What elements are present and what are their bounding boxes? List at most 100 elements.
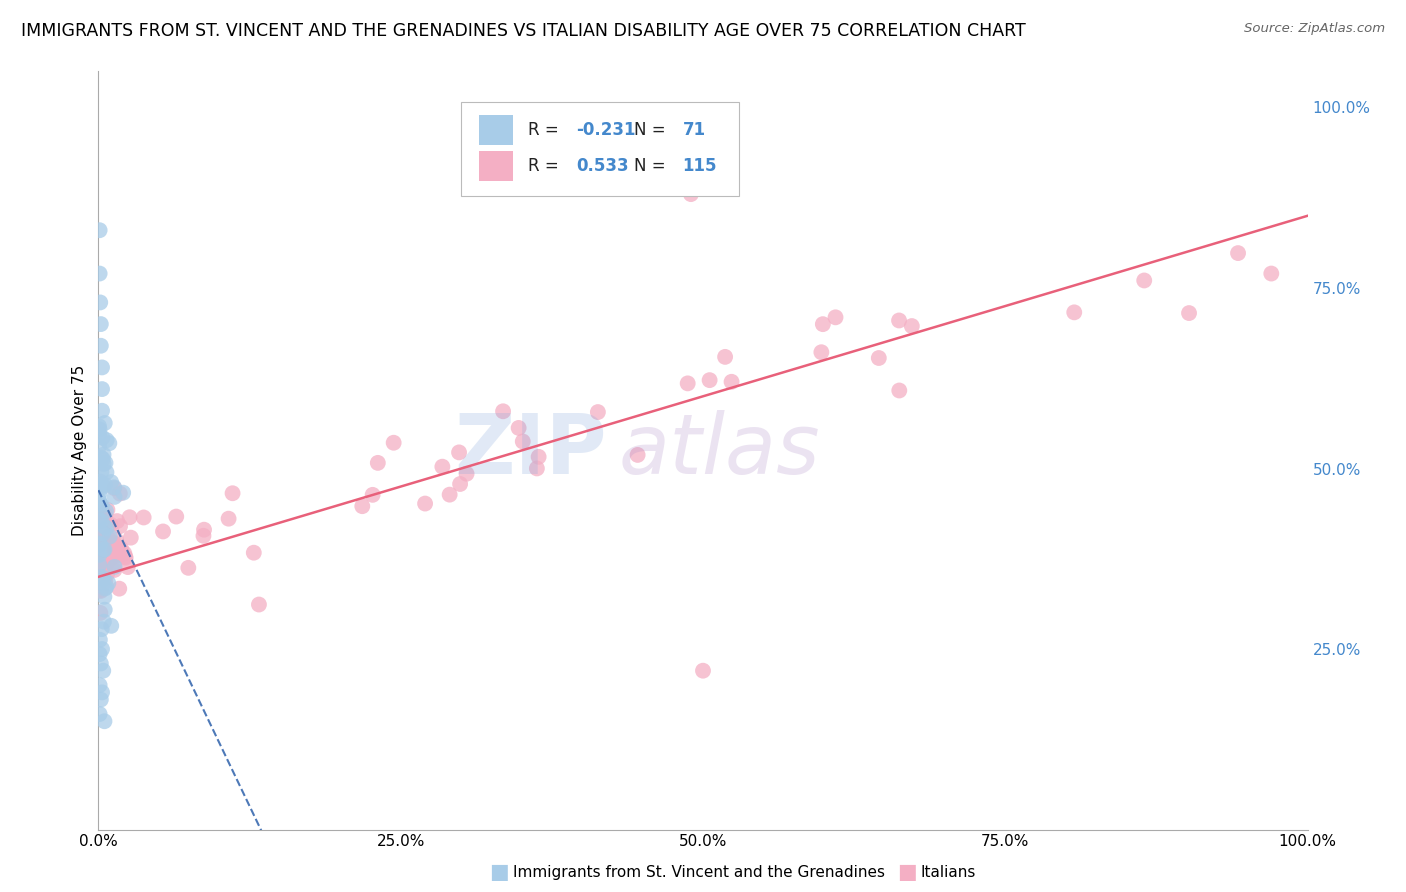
Point (93, 448, 115, 462)
Point (110, 542, 132, 557)
Point (90, 692, 112, 706)
Text: ■: ■ (489, 863, 509, 882)
Point (91, 685, 114, 699)
Point (1063, 305, 1085, 319)
Point (90, 450, 112, 465)
Point (103, 558, 125, 572)
Point (93, 603, 115, 617)
Point (177, 561, 200, 575)
Point (91, 535, 114, 549)
Point (89, 537, 111, 551)
Point (91, 431, 114, 445)
Point (714, 350, 737, 364)
Point (89, 539, 111, 553)
Point (87, 487, 110, 501)
Point (90, 570, 112, 584)
Point (627, 448, 650, 462)
Point (93, 544, 115, 558)
Point (103, 563, 125, 577)
Point (108, 486, 131, 500)
Text: R =: R = (527, 120, 564, 139)
Text: ZIP: ZIP (454, 410, 606, 491)
Point (91, 642, 114, 657)
Point (90, 558, 112, 573)
Point (114, 550, 136, 565)
Point (108, 582, 131, 596)
Point (105, 533, 128, 547)
Point (90, 514, 112, 528)
Point (96, 466, 118, 480)
Point (105, 514, 128, 528)
Point (93, 572, 115, 586)
Point (98, 530, 121, 544)
Point (89, 558, 111, 572)
Point (103, 481, 125, 495)
Point (692, 664, 714, 678)
Point (87, 419, 110, 434)
Point (108, 519, 131, 533)
Point (512, 434, 534, 449)
Point (699, 373, 721, 387)
Point (87, 536, 110, 550)
Point (868, 351, 890, 365)
Point (492, 404, 515, 418)
Text: 115: 115 (682, 157, 717, 175)
Point (456, 467, 478, 481)
Point (165, 509, 187, 524)
Text: Source: ZipAtlas.com: Source: ZipAtlas.com (1244, 22, 1385, 36)
Point (91, 562, 114, 576)
Point (193, 523, 215, 537)
Point (87, 427, 110, 442)
Point (89, 559, 111, 574)
Point (91, 564, 114, 578)
Point (89, 647, 111, 661)
Point (91, 499, 114, 513)
Point (93, 457, 115, 471)
Point (89, 582, 111, 597)
Point (114, 549, 136, 564)
Point (94, 582, 117, 596)
Point (449, 477, 471, 491)
Point (96, 433, 118, 447)
Point (100, 517, 122, 532)
Point (91, 403, 114, 417)
Point (94, 478, 117, 492)
Point (98, 436, 121, 450)
Point (243, 546, 266, 560)
Point (90, 584, 112, 599)
Point (112, 546, 135, 560)
Point (91, 382, 114, 396)
Text: R =: R = (527, 157, 564, 175)
Point (221, 486, 243, 500)
Point (103, 490, 125, 504)
Point (89, 295, 111, 310)
Point (118, 510, 141, 524)
Point (89, 632, 111, 647)
Point (89, 678, 111, 692)
Text: atlas: atlas (619, 410, 820, 491)
Point (527, 450, 550, 464)
Point (720, 375, 742, 389)
Point (193, 529, 215, 543)
Point (100, 475, 122, 489)
Point (152, 524, 174, 539)
Point (89, 706, 111, 721)
Point (96, 521, 118, 535)
Point (679, 187, 702, 202)
Point (90, 317, 112, 331)
Point (89, 422, 111, 436)
Point (112, 485, 135, 500)
Point (93, 542, 115, 557)
Point (432, 459, 454, 474)
Point (120, 531, 142, 545)
Point (89, 573, 111, 587)
Point (91, 574, 114, 589)
Point (96, 528, 118, 542)
Point (91, 533, 114, 547)
Point (90, 657, 112, 671)
Text: IMMIGRANTS FROM ST. VINCENT AND THE GRENADINES VS ITALIAN DISABILITY AGE OVER 75: IMMIGRANTS FROM ST. VINCENT AND THE GREN… (21, 22, 1026, 40)
Point (526, 461, 548, 475)
Point (93, 714, 115, 729)
Text: Italians: Italians (921, 865, 976, 880)
Point (901, 319, 924, 334)
